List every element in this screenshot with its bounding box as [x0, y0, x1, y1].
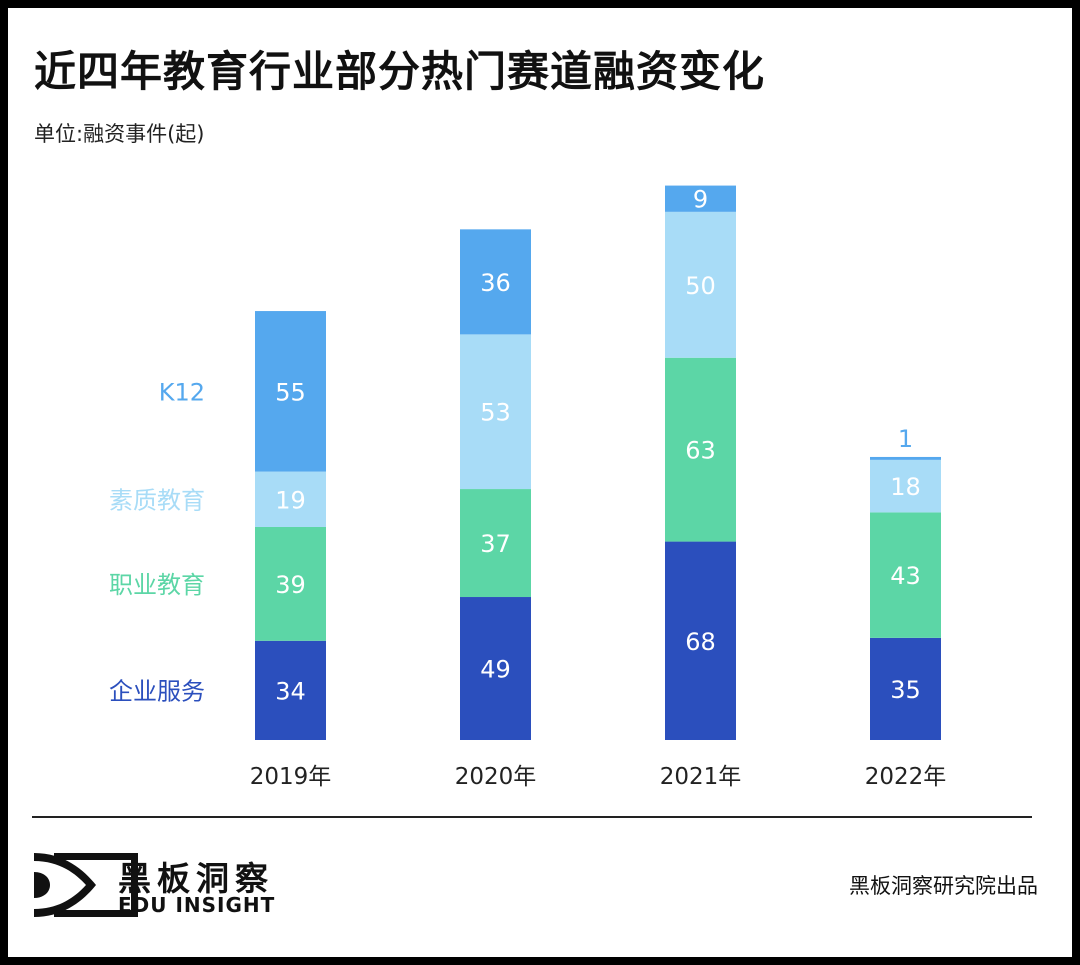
bar-segment — [460, 229, 531, 335]
data-label: 36 — [480, 269, 511, 297]
bar-segment — [460, 489, 531, 598]
data-label: 49 — [480, 656, 511, 684]
x-tick-label: 2019年 — [250, 764, 332, 790]
bar-segment — [255, 311, 326, 472]
data-label: 53 — [480, 399, 511, 427]
chart-title: 近四年教育行业部分热门赛道融资变化 — [34, 47, 766, 96]
data-label: 34 — [275, 677, 306, 705]
bar-segment — [255, 471, 326, 527]
data-label: 43 — [890, 562, 921, 590]
bar-segment — [665, 211, 736, 358]
bar-segment — [255, 640, 326, 740]
brand-name-en: EDU INSIGHT — [118, 893, 276, 917]
bar-segment — [870, 459, 941, 513]
data-label: 35 — [890, 676, 921, 704]
bar-segment — [460, 334, 531, 490]
data-label: 55 — [275, 378, 306, 406]
brand-name-cn: 黑板洞察 — [118, 859, 274, 898]
data-label: 19 — [275, 486, 306, 514]
bar-segment — [870, 637, 941, 740]
edu-insight-logo-icon — [34, 853, 138, 917]
x-tick-label: 2021年 — [660, 764, 742, 790]
x-tick-label: 2022年 — [865, 764, 947, 790]
data-label: 1 — [898, 425, 913, 453]
source-credit: 黑板洞察研究院出品 — [849, 874, 1038, 898]
legend-label: 素质教育 — [109, 486, 205, 514]
bar-segment — [665, 541, 736, 740]
unit-label: 单位:融资事件(起) — [34, 122, 205, 146]
data-label: 37 — [480, 530, 511, 558]
bar-segment — [255, 526, 326, 641]
legend-label: K12 — [159, 378, 205, 406]
bar-segment — [665, 357, 736, 542]
footer-divider — [32, 816, 1032, 818]
data-label: 63 — [685, 437, 716, 465]
bar-segment — [870, 512, 941, 638]
data-label: 68 — [685, 628, 716, 656]
bar-segment — [665, 185, 736, 212]
data-label: 18 — [890, 473, 921, 501]
legend-label: 职业教育 — [109, 571, 205, 599]
data-label: 9 — [693, 186, 708, 214]
bar-segment — [870, 456, 941, 460]
legend-label: 企业服务 — [109, 677, 205, 705]
bar-segment — [460, 597, 531, 740]
x-tick-label: 2020年 — [455, 764, 537, 790]
data-label: 50 — [685, 272, 716, 300]
data-label: 39 — [275, 571, 306, 599]
